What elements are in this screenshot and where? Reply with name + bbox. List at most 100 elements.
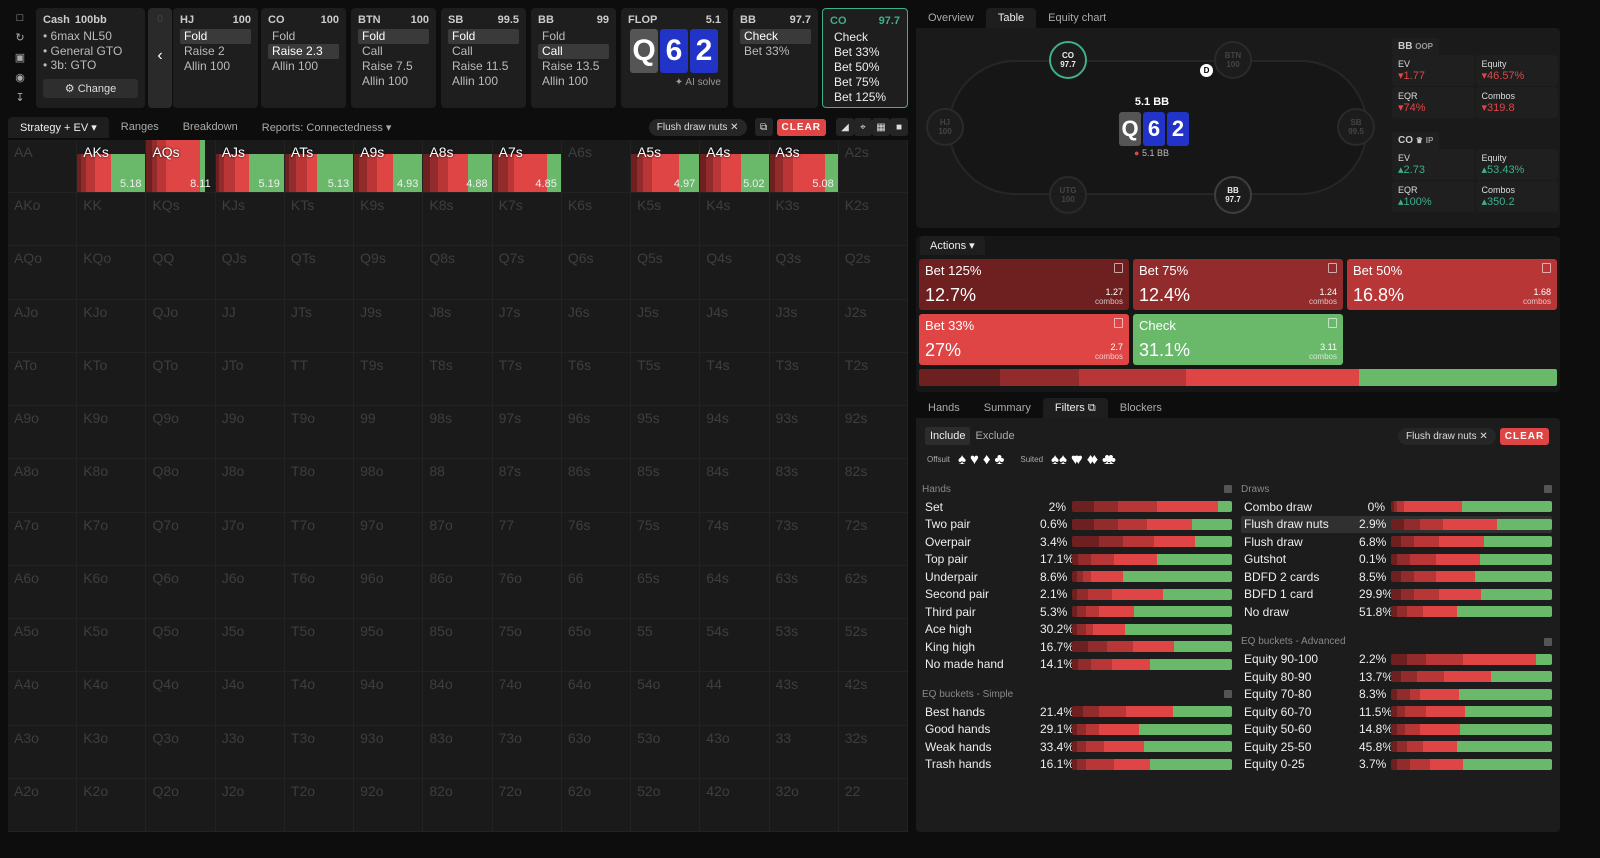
filter-row[interactable]: Good hands 29.1%	[922, 721, 1232, 739]
hand-cell[interactable]: Q2o	[146, 778, 216, 832]
action-option[interactable]: Call	[538, 44, 609, 59]
hand-cell[interactable]: 54s	[700, 619, 770, 673]
hand-cell[interactable]: 73s	[769, 512, 839, 566]
hand-cell[interactable]: 97s	[492, 406, 562, 460]
section-toggle[interactable]	[1544, 637, 1552, 646]
hand-cell[interactable]: K6o	[77, 565, 147, 620]
hand-cell[interactable]: 96s	[561, 406, 632, 460]
hand-cell[interactable]: 72o	[492, 778, 562, 832]
hand-cell[interactable]: Q5s	[631, 246, 701, 300]
option-bet-33[interactable]: Bet 33%	[744, 44, 790, 58]
hand-cell[interactable]: T4s	[700, 352, 770, 407]
hand-cell[interactable]: T3o	[284, 725, 355, 779]
hand-cell[interactable]: 76o	[492, 565, 562, 620]
close-icon[interactable]: ✕	[730, 121, 739, 133]
hand-cell[interactable]: KTo	[77, 352, 147, 407]
hand-cell[interactable]: K2s	[838, 193, 908, 247]
notes-icon[interactable]	[1114, 318, 1123, 328]
hand-cell[interactable]: 75o	[492, 619, 562, 673]
hand-cell[interactable]: Q9s	[354, 246, 424, 300]
filter-row[interactable]: BDFD 1 card 29.9%	[1241, 586, 1552, 604]
hand-cell[interactable]: K4o	[77, 672, 147, 726]
section-toggle[interactable]	[1544, 485, 1552, 493]
hand-cell[interactable]: 84o	[423, 672, 493, 726]
hand-cell[interactable]: J8o	[215, 459, 285, 513]
hand-cell[interactable]: KQo	[77, 246, 147, 300]
hand-cell[interactable]: KK	[77, 193, 147, 247]
hand-cell[interactable]: 43o	[700, 725, 770, 779]
hand-cell[interactable]: J9o	[215, 406, 285, 460]
tab-blockers[interactable]: Blockers	[1119, 402, 1162, 414]
filter-row[interactable]: Equity 90-100 2.2%	[1241, 651, 1552, 669]
hand-cell[interactable]: 98s	[423, 406, 493, 460]
hand-cell[interactable]: Q2s	[838, 246, 908, 300]
hand-cell[interactable]: K9o	[77, 406, 147, 460]
hand-cell[interactable]: 63s	[769, 565, 839, 620]
hand-cell[interactable]: QJo	[146, 299, 216, 353]
hand-cell[interactable]: 64s	[700, 565, 770, 620]
hand-cell[interactable]: 53o	[631, 725, 701, 779]
contrast-icon[interactable]: ◢	[836, 118, 854, 136]
action-option[interactable]: Fold	[358, 29, 429, 44]
hand-cell[interactable]: 96o	[354, 565, 424, 620]
hand-cell[interactable]: 83o	[423, 725, 493, 779]
hand-cell[interactable]: TT	[284, 352, 355, 407]
spade-icon[interactable]: ♠	[957, 451, 966, 468]
action-option[interactable]: Allin 100	[184, 59, 231, 73]
hand-cell[interactable]: 63o	[561, 725, 632, 779]
section-toggle[interactable]	[1224, 690, 1232, 698]
save-icon[interactable]: ▣	[14, 51, 26, 64]
change-button[interactable]: ⚙ Change	[43, 78, 138, 98]
filter-row[interactable]: Set 2%	[922, 498, 1232, 516]
hand-cell[interactable]: KTs	[284, 193, 355, 247]
seat-utg[interactable]: UTG 100	[1049, 176, 1087, 214]
crosshair-icon[interactable]: ⌖	[854, 118, 872, 136]
hand-cell[interactable]: A2s	[838, 140, 908, 194]
hand-cell[interactable]: A9o	[8, 406, 78, 460]
hand-cell[interactable]: T5s	[631, 352, 701, 407]
diamond-icon[interactable]: ♦	[982, 451, 991, 468]
hand-cell[interactable]: J6o	[215, 565, 285, 620]
hand-cell[interactable]: J9s	[354, 299, 424, 353]
hand-cell[interactable]: 54o	[631, 672, 701, 726]
filter-row[interactable]: Trash hands 16.1%	[922, 756, 1232, 774]
seat-btn[interactable]: BTN 100	[1214, 41, 1252, 79]
copy-icon[interactable]: ⧉	[754, 118, 773, 136]
hand-cell[interactable]: 65o	[561, 619, 632, 673]
action-tile[interactable]: Bet 75% 12.4% 1.24 combos	[1133, 259, 1343, 310]
hand-cell[interactable]: AA	[8, 140, 78, 194]
action-tile[interactable]: Check 31.1% 3.11 combos	[1133, 314, 1343, 365]
hand-cell[interactable]: A6s	[561, 140, 632, 194]
hand-cell[interactable]: 55	[631, 619, 701, 673]
action-option[interactable]: Raise 2	[184, 44, 225, 58]
club-icon[interactable]: ♣	[994, 451, 1005, 468]
hand-cell[interactable]: 86s	[561, 459, 632, 513]
hand-cell[interactable]: J3s	[769, 299, 839, 353]
close-icon[interactable]: ✕	[1479, 431, 1488, 442]
hand-cell[interactable]: A8o	[8, 459, 78, 513]
hand-cell[interactable]: JJ	[215, 299, 285, 353]
ai-solve-button[interactable]: ✦ AI solve	[628, 77, 721, 88]
hand-cell[interactable]: 86o	[423, 565, 493, 620]
hand-cell[interactable]: 97o	[354, 512, 424, 566]
option-bet-75[interactable]: Bet 75%	[834, 75, 880, 89]
hand-cell[interactable]: 74o	[492, 672, 562, 726]
hand-cell[interactable]: AKo	[8, 193, 78, 247]
hand-cell[interactable]: 84s	[700, 459, 770, 513]
hand-cell[interactable]: Q7s	[492, 246, 562, 300]
filter-row[interactable]: Equity 70-80 8.3%	[1241, 686, 1552, 704]
filter-row[interactable]: Weak hands 33.4%	[922, 738, 1232, 756]
filter-row[interactable]: Two pair 0.6%	[922, 516, 1232, 534]
option-check[interactable]: Check	[740, 29, 811, 44]
filter-row[interactable]: Equity 80-90 13.7%	[1241, 668, 1552, 686]
exclude-button[interactable]: Exclude	[975, 430, 1015, 442]
hand-cell[interactable]: 72s	[838, 512, 908, 566]
hand-cell[interactable]: 77	[492, 512, 562, 566]
hand-cell[interactable]: 64o	[561, 672, 632, 726]
hand-cell[interactable]: K2o	[77, 778, 147, 832]
filter-row[interactable]: Equity 0-25 3.7%	[1241, 756, 1552, 774]
hand-cell[interactable]: 65s	[631, 565, 701, 620]
filter-row[interactable]: Ace high 30.2%	[922, 621, 1232, 639]
action-tile[interactable]: Bet 125% 12.7% 1.27 combos	[919, 259, 1129, 310]
hand-cell[interactable]: Q6s	[561, 246, 632, 300]
